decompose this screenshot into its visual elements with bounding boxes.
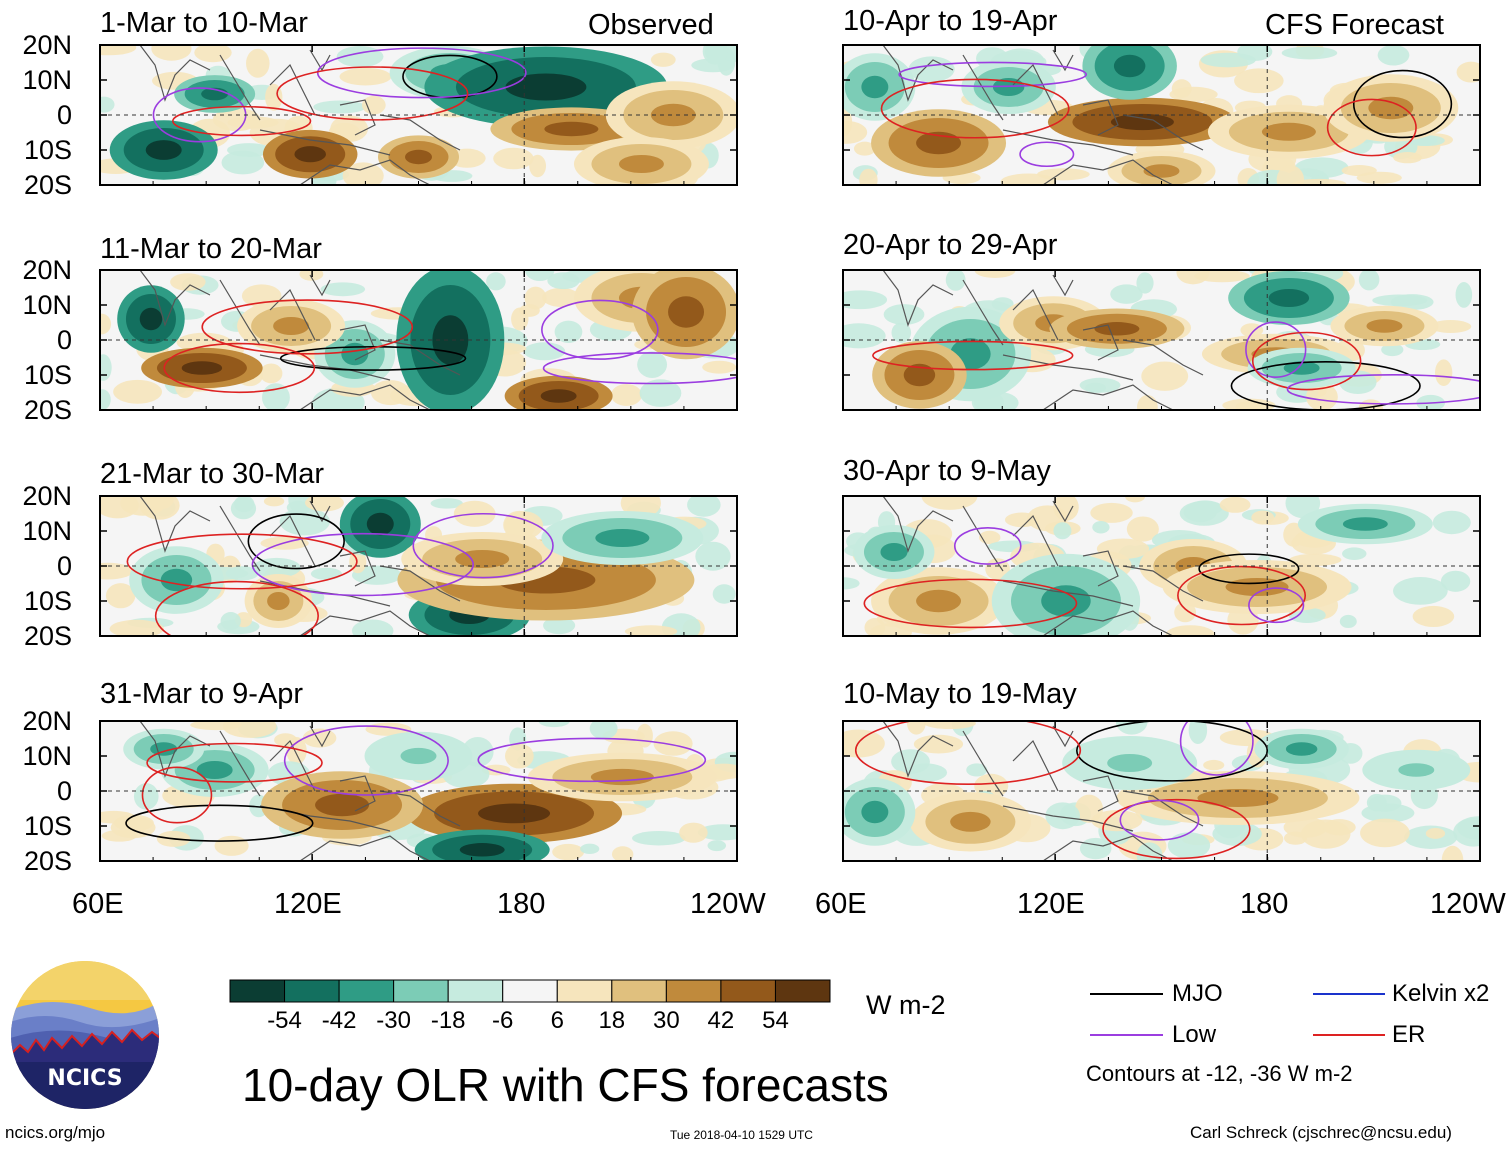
legend-label-kelvin: Kelvin x2 (1392, 980, 1490, 1007)
panel-title-4: 31-Mar to 9-Apr (100, 678, 304, 710)
colorbar-label: 30 (653, 1007, 680, 1034)
colorbar-label: 18 (598, 1007, 626, 1034)
colorbar-label: 42 (707, 1007, 735, 1034)
panel-title-1: 1-Mar to 10-Mar (100, 7, 308, 39)
colorbar-swatch (229, 979, 286, 1003)
panel-title-2: 11-Mar to 20-Mar (100, 233, 322, 265)
panel-21-mar (99, 495, 738, 637)
colorbar-label: -30 (376, 1007, 411, 1034)
colorbar-swatch (774, 979, 831, 1003)
panel-10-apr (842, 44, 1481, 186)
lat-label: 20N (22, 706, 72, 736)
lat-label: 10S (23, 586, 72, 616)
panel-title-5: 10-Apr to 19-Apr (843, 5, 1058, 37)
colorbar-swatch (393, 979, 449, 1003)
units-label: W m-2 (866, 990, 946, 1020)
colorbar-label: -54 (267, 1007, 302, 1034)
legend-note: Contours at -12, -36 W m-2 (1086, 1061, 1353, 1086)
lat-label: 20S (23, 170, 72, 200)
lon-label-60e-left: 60E (72, 888, 124, 920)
panel-30-apr (842, 495, 1481, 637)
cfs-forecast-label: CFS Forecast (1265, 9, 1444, 41)
logo-text: NCICS (47, 1066, 122, 1091)
lat-label: 20S (23, 621, 72, 651)
lat-label: 20S (23, 395, 72, 425)
lat-label: 0 (56, 776, 72, 806)
panel-20-apr (842, 269, 1481, 411)
colorbar-swatch (338, 979, 395, 1003)
colorbar-swatch (447, 979, 504, 1003)
lon-label-120w-right: 120W (1430, 888, 1506, 920)
colorbar-swatch (284, 979, 340, 1003)
colorbar-label: 6 (550, 1007, 564, 1034)
lon-label-120e-left: 120E (274, 888, 342, 920)
panel-11-mar (99, 269, 738, 411)
colorbar-label: -18 (430, 1007, 466, 1034)
lat-label: 20S (23, 846, 72, 876)
panel-31-mar (99, 720, 738, 862)
colorbar-label: 54 (762, 1007, 789, 1034)
ncics-logo: NCICS (11, 961, 159, 1109)
colorbar-label: -6 (492, 1007, 514, 1034)
colorbar (229, 979, 831, 1003)
lat-label: 10S (23, 360, 72, 390)
colorbar-swatch (611, 979, 667, 1003)
panel-1-mar (99, 44, 738, 186)
legend-label-er: ER (1392, 1021, 1426, 1048)
lat-label: 0 (56, 325, 72, 355)
legend-label-mjo: MJO (1172, 980, 1223, 1007)
colorbar-swatch (665, 979, 722, 1003)
lat-label: 10N (22, 516, 72, 546)
footer-timestamp: Tue 2018-04-10 1529 UTC (670, 1128, 813, 1142)
colorbar-swatch (502, 979, 558, 1003)
lon-label-120w-left: 120W (690, 888, 766, 920)
lat-label: 20N (22, 481, 72, 511)
legend-label-low: Low (1172, 1021, 1217, 1048)
panel-title-3: 21-Mar to 30-Mar (100, 458, 325, 490)
panel-title-7: 30-Apr to 9-May (843, 455, 1051, 487)
lat-label: 20N (22, 255, 72, 285)
footer-credit: Carl Schreck (cjschrec@ncsu.edu) (1190, 1123, 1452, 1142)
lon-label-180-right: 180 (1240, 888, 1289, 920)
lat-label: 10N (22, 65, 72, 95)
figure-title: 10-day OLR with CFS forecasts (242, 1059, 889, 1111)
lat-label: 10N (22, 741, 72, 771)
panel-10-may (842, 720, 1481, 862)
lat-label: 0 (56, 551, 72, 581)
colorbar-swatch (556, 979, 613, 1003)
lat-label: 0 (56, 100, 72, 130)
lat-label: 10S (23, 135, 72, 165)
lat-label: 20N (22, 30, 72, 60)
observed-label: Observed (588, 9, 714, 41)
colorbar-swatch (720, 979, 776, 1003)
footer-url[interactable]: ncics.org/mjo (5, 1123, 106, 1142)
lat-label: 10S (23, 811, 72, 841)
colorbar-label: -42 (321, 1007, 357, 1034)
legend-lines (1090, 993, 1385, 1036)
map-panels (99, 44, 1481, 862)
panel-title-6: 20-Apr to 29-Apr (843, 229, 1058, 261)
lat-label: 10N (22, 290, 72, 320)
lon-label-120e-right: 120E (1017, 888, 1085, 920)
lon-label-60e-right: 60E (815, 888, 867, 920)
panel-title-8: 10-May to 19-May (843, 678, 1077, 710)
lon-label-180-left: 180 (497, 888, 546, 920)
